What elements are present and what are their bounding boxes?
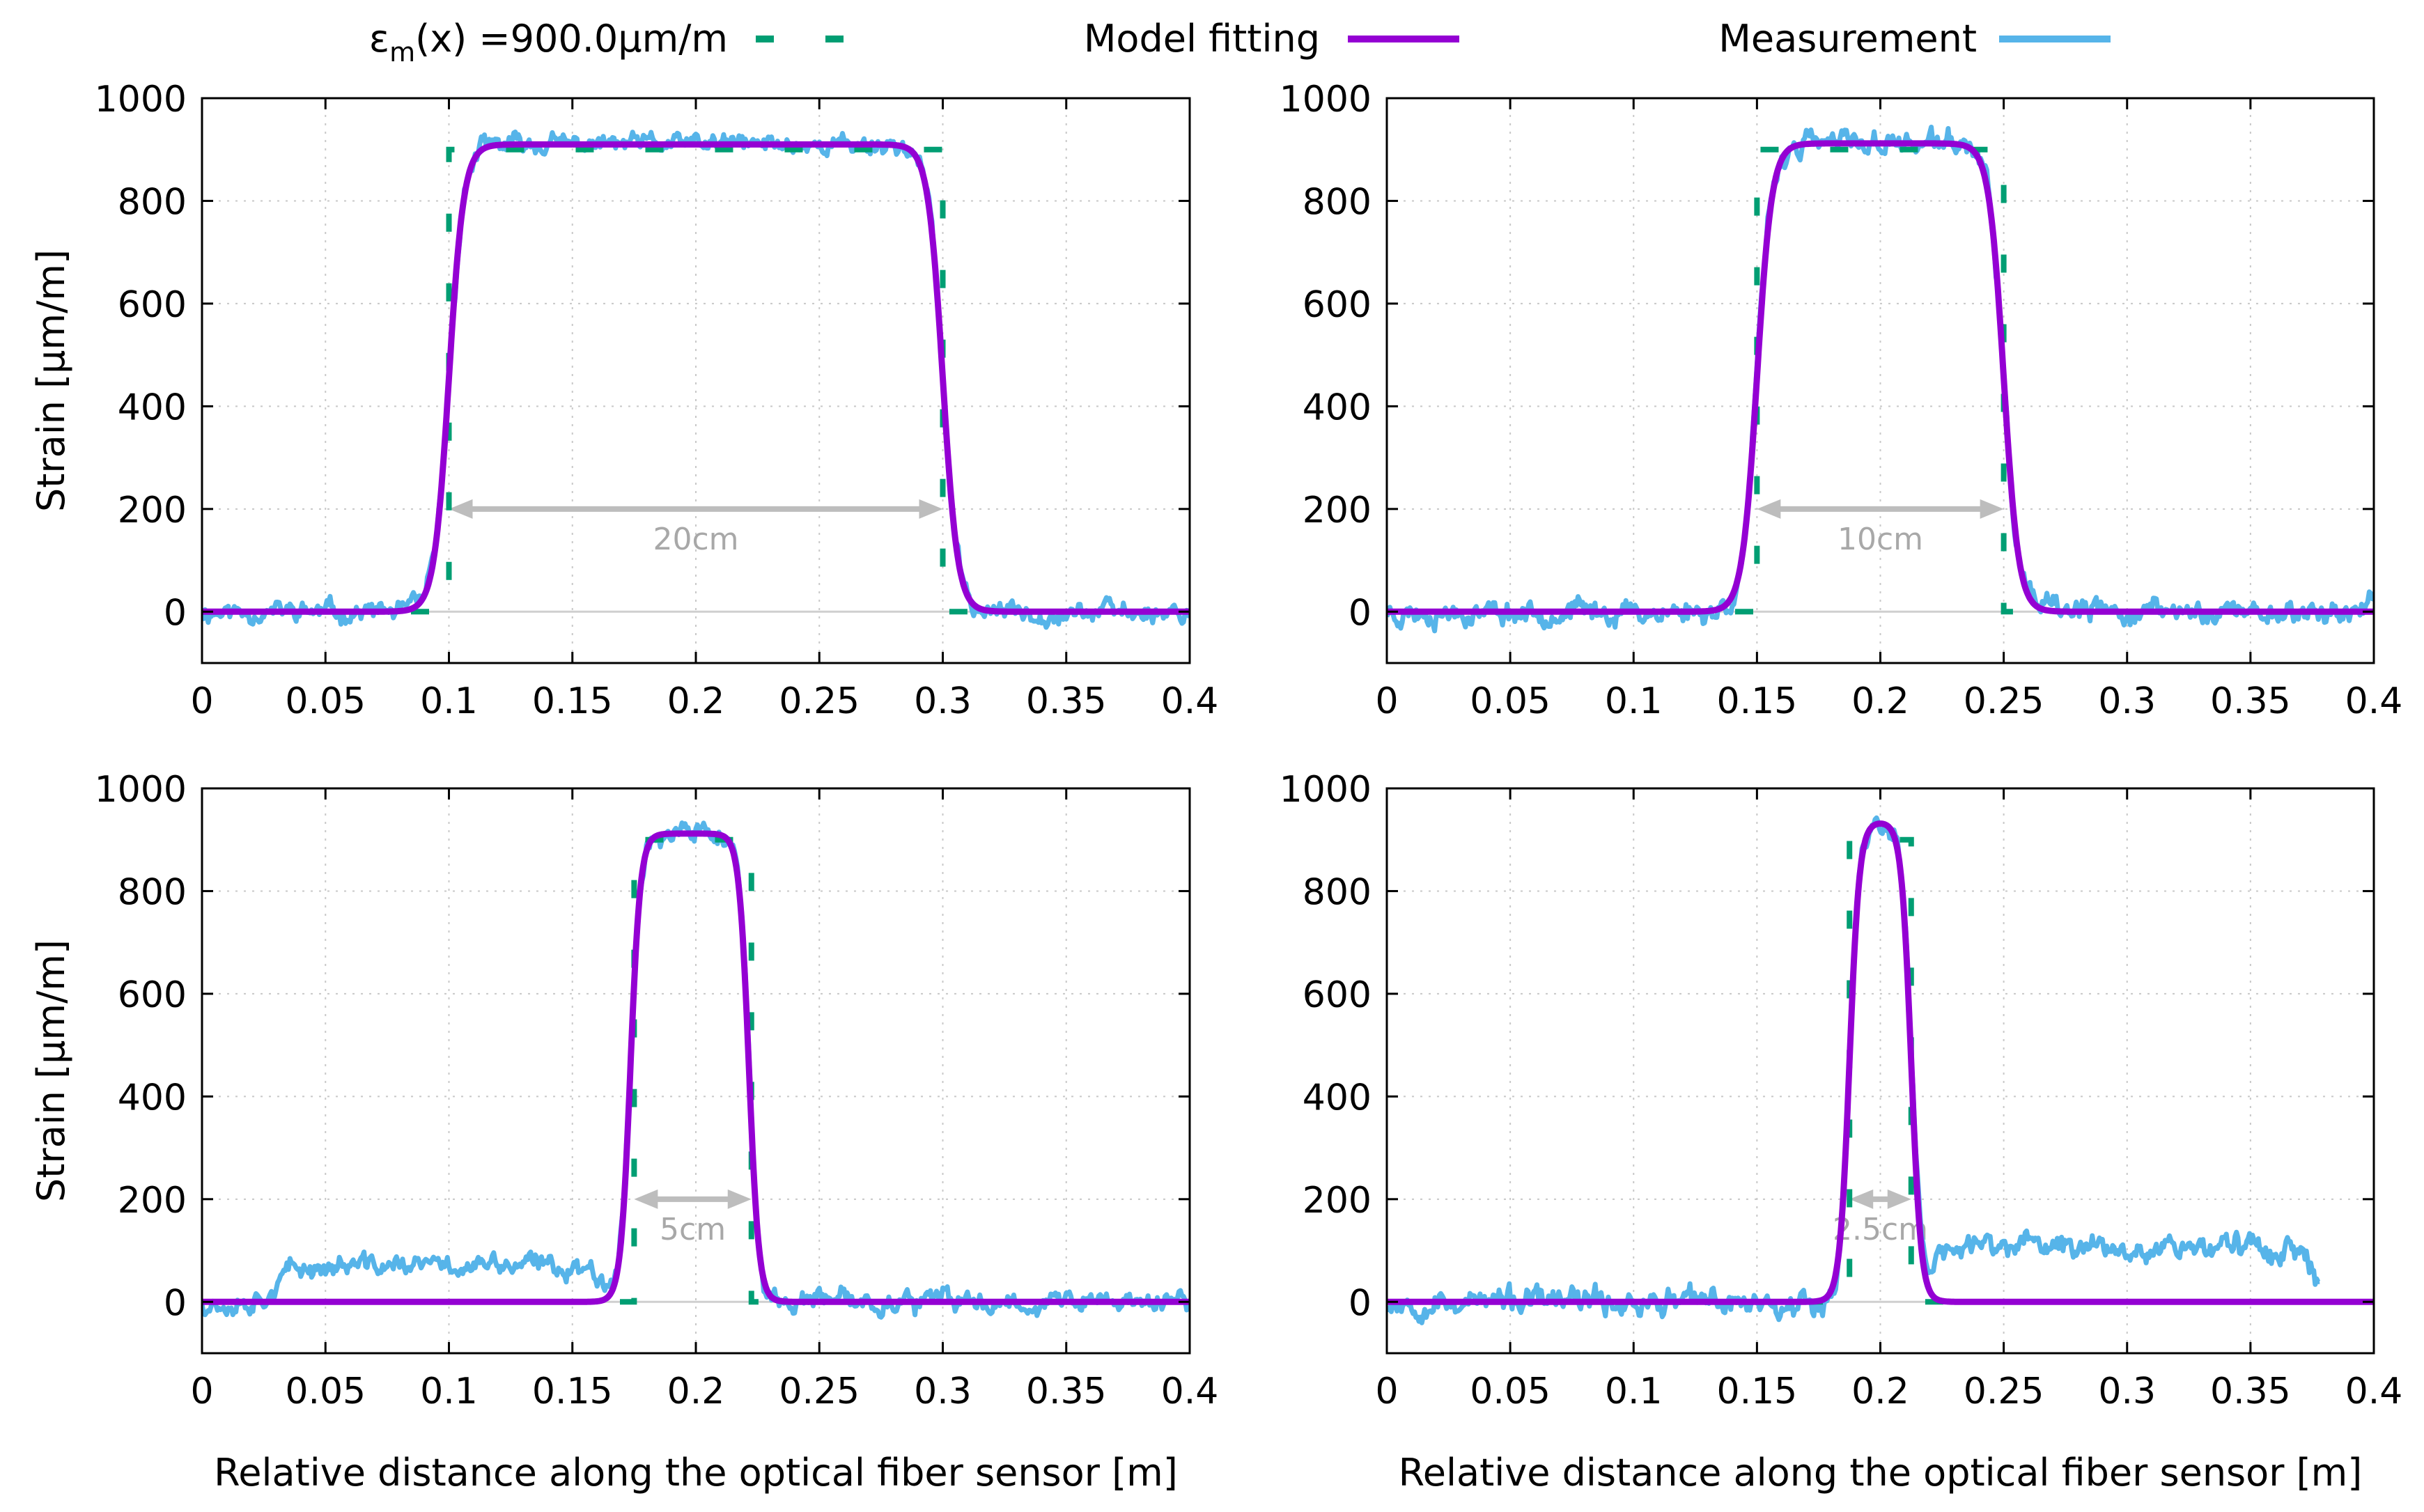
y-tick-label: 800 bbox=[118, 871, 187, 913]
data-layer bbox=[202, 130, 1190, 630]
y-tick-label: 1000 bbox=[1280, 769, 1372, 811]
x-tick-label: 0.35 bbox=[2210, 1371, 2291, 1412]
annotation-label: 20cm bbox=[653, 522, 738, 557]
x-tick-label: 0.2 bbox=[1851, 1371, 1909, 1412]
x-tick-label: 0.35 bbox=[1026, 680, 1107, 722]
annotation-label: 5cm bbox=[660, 1212, 726, 1247]
y-tick-label: 600 bbox=[118, 284, 187, 326]
x-tick-label: 0.15 bbox=[532, 680, 613, 722]
data-layer bbox=[1387, 125, 2374, 634]
y-tick-label: 400 bbox=[118, 387, 187, 428]
x-tick-label: 0.05 bbox=[1470, 680, 1551, 722]
x-tick-label: 0.25 bbox=[779, 1371, 860, 1412]
model-fitting-series bbox=[1387, 820, 2374, 1305]
x-tick-label: 0.2 bbox=[667, 1371, 725, 1412]
annotation-arrow-head-left bbox=[634, 1189, 658, 1209]
annotation-arrow-head-right bbox=[1980, 499, 2004, 519]
y-tick-label: 200 bbox=[1303, 1180, 1372, 1222]
x-tick-label: 0.2 bbox=[1851, 680, 1909, 722]
x-tick-label: 0.3 bbox=[914, 680, 972, 722]
y-tick-label: 400 bbox=[1303, 1077, 1372, 1119]
x-tick-label: 0.2 bbox=[667, 680, 725, 722]
annotation-label: 2.5cm bbox=[1833, 1212, 1928, 1247]
x-tick-label: 0.1 bbox=[1605, 680, 1663, 722]
y-tick-label: 0 bbox=[164, 1282, 187, 1324]
y-tick-label: 800 bbox=[1303, 181, 1372, 223]
measurement-series bbox=[1387, 125, 2374, 634]
x-tick-label: 0.25 bbox=[1964, 680, 2044, 722]
data-layer bbox=[1387, 815, 2374, 1325]
y-tick-label: 600 bbox=[1303, 974, 1372, 1016]
x-tick-label: 0.25 bbox=[1964, 1371, 2044, 1412]
chart-panel-4: 2.5cm 0 0.05 0.1 0.15 0.2 0.25 0.3 0.35 0.4 0 200 40… bbox=[1280, 769, 2403, 1495]
y-tick-label: 1000 bbox=[95, 769, 187, 811]
x-tick-label: 0.3 bbox=[2098, 680, 2156, 722]
y-tick-label: 200 bbox=[118, 1180, 187, 1222]
annotation-arrow-head-left bbox=[1757, 499, 1781, 519]
y-axis-title: Strain [µm/m] bbox=[29, 249, 73, 512]
chart-panel-3: 5cm 0 0.05 0.1 0.15 0.2 0.25 0.3 0.35 0.4 0 200 400 6… bbox=[29, 769, 1218, 1495]
x-tick-label: 0.15 bbox=[1716, 1371, 1797, 1412]
x-tick-label: 0.4 bbox=[2345, 680, 2403, 722]
annotation-arrow-head-left bbox=[1849, 1189, 1874, 1209]
y-tick-label: 800 bbox=[1303, 871, 1372, 913]
x-tick-label: 0.05 bbox=[285, 1371, 366, 1412]
x-tick-label: 0.3 bbox=[2098, 1371, 2156, 1412]
x-tick-label: 0.4 bbox=[1161, 680, 1219, 722]
y-tick-label: 1000 bbox=[95, 79, 187, 120]
y-tick-label: 0 bbox=[164, 592, 187, 634]
y-tick-label: 200 bbox=[1303, 490, 1372, 531]
x-tick-label: 0.3 bbox=[914, 1371, 972, 1412]
x-tick-label: 0 bbox=[190, 1371, 213, 1412]
measurement-series bbox=[202, 820, 1190, 1320]
y-axis-title: Strain [µm/m] bbox=[29, 940, 73, 1202]
x-tick-label: 0.15 bbox=[1716, 680, 1797, 722]
x-tick-label: 0 bbox=[1375, 1371, 1398, 1412]
y-tick-label: 0 bbox=[1349, 592, 1372, 634]
model-fitting-series bbox=[202, 141, 1190, 615]
annotation-arrow-head-right bbox=[727, 1189, 752, 1209]
x-tick-label: 0.1 bbox=[420, 1371, 478, 1412]
legend-model-label: εm(x) =900.0µm/m bbox=[369, 17, 728, 68]
annotation-arrow-head-right bbox=[919, 499, 943, 519]
x-tick-label: 0 bbox=[1375, 680, 1398, 722]
x-tick-label: 0.05 bbox=[285, 680, 366, 722]
chart-panel-2: 10cm 0 0.05 0.1 0.15 0.2 0.25 0.3 0.35 0.4 0 200 400… bbox=[1280, 79, 2403, 722]
x-axis-title: Relative distance along the optical fibe… bbox=[214, 1451, 1178, 1495]
x-tick-label: 0.1 bbox=[420, 680, 478, 722]
x-tick-label: 0.35 bbox=[2210, 680, 2291, 722]
x-tick-label: 0.05 bbox=[1470, 1371, 1551, 1412]
panels: 20cm 0 0.05 0.1 0.15 0.2 0.25 0.3 0.35 0.4 0 200 400… bbox=[29, 79, 2402, 1495]
x-tick-label: 0.15 bbox=[532, 1371, 613, 1412]
y-tick-label: 600 bbox=[1303, 284, 1372, 326]
x-tick-label: 0.1 bbox=[1605, 1371, 1663, 1412]
legend: εm(x) =900.0µm/m Model fitting Measureme… bbox=[369, 17, 2111, 68]
x-tick-label: 0 bbox=[190, 680, 213, 722]
x-tick-label: 0.25 bbox=[779, 680, 860, 722]
data-layer bbox=[202, 820, 1190, 1320]
x-tick-label: 0.4 bbox=[1161, 1371, 1219, 1412]
y-tick-label: 200 bbox=[118, 490, 187, 531]
y-tick-label: 0 bbox=[1349, 1282, 1372, 1324]
legend-measurement-label: Measurement bbox=[1718, 17, 1977, 61]
y-tick-label: 600 bbox=[118, 974, 187, 1016]
chart-panel-1: 20cm 0 0.05 0.1 0.15 0.2 0.25 0.3 0.35 0.4 0 200 400… bbox=[29, 79, 1218, 722]
x-tick-label: 0.4 bbox=[2345, 1371, 2403, 1412]
annotation-label: 10cm bbox=[1838, 522, 1923, 557]
y-tick-label: 400 bbox=[118, 1077, 187, 1119]
y-tick-label: 800 bbox=[118, 181, 187, 223]
annotation-arrow-head-left bbox=[449, 499, 473, 519]
x-tick-label: 0.35 bbox=[1026, 1371, 1107, 1412]
model-fitting-series bbox=[202, 830, 1190, 1305]
annotation-arrow-head-right bbox=[1887, 1189, 1911, 1209]
model-fitting-series bbox=[1387, 140, 2374, 615]
y-tick-label: 1000 bbox=[1280, 79, 1372, 120]
y-tick-label: 400 bbox=[1303, 387, 1372, 428]
x-axis-title: Relative distance along the optical fibe… bbox=[1399, 1451, 2363, 1495]
legend-fitting-label: Model fitting bbox=[1084, 17, 1320, 61]
